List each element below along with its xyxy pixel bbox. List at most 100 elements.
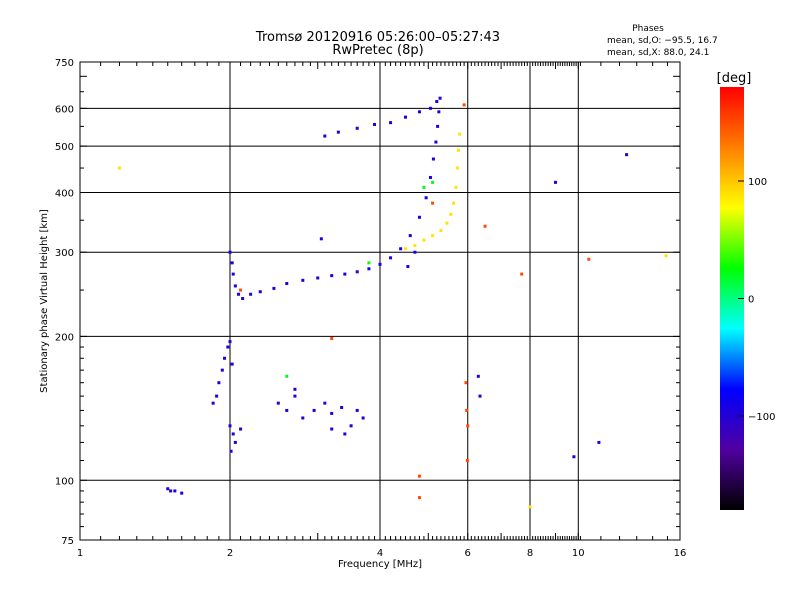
data-point <box>217 381 221 385</box>
data-point <box>457 148 461 152</box>
data-point <box>355 126 359 130</box>
data-point <box>228 250 232 254</box>
y-axis-label: Stationary phase Virtual Height [km] <box>39 209 50 393</box>
colorbar-tick-label: 100 <box>748 177 767 188</box>
data-point <box>458 132 462 136</box>
data-point <box>439 229 443 233</box>
colorbar-tick-label: 0 <box>748 295 754 306</box>
colorbar-tick-label: −100 <box>748 412 775 423</box>
chart-title: Tromsø 20120916 05:26:00–05:27:43 <box>255 30 500 45</box>
data-point <box>233 440 237 444</box>
y-tick-label: 750 <box>55 58 74 69</box>
data-point <box>422 238 426 242</box>
y-tick-label: 200 <box>55 332 74 343</box>
data-point <box>464 381 468 385</box>
x-tick-label: 4 <box>377 548 383 559</box>
data-point <box>228 424 232 428</box>
phase-stats: Phases mean, sd,O: −95.5, 16.7 mean, sd,… <box>607 24 718 58</box>
data-point <box>431 157 435 161</box>
data-point <box>349 424 353 428</box>
data-point <box>417 110 421 114</box>
data-point <box>478 394 482 398</box>
x-tick-labels: 1 2 4 6 8 10 16 <box>77 548 687 559</box>
data-point <box>173 489 177 493</box>
data-point <box>323 401 327 405</box>
x-tick-label: 6 <box>465 548 471 559</box>
data-point <box>403 115 407 119</box>
chart-subtitle: RwPretec (8p) <box>332 43 423 58</box>
data-point <box>449 212 453 216</box>
data-point <box>166 487 170 491</box>
data-point <box>226 345 230 349</box>
data-point <box>466 424 470 428</box>
data-point <box>367 267 371 271</box>
data-point <box>389 121 393 125</box>
data-point <box>428 106 432 110</box>
stats-heading: Phases <box>632 24 664 34</box>
data-point <box>417 474 421 478</box>
data-point <box>417 496 421 500</box>
stats-o-mode: mean, sd,O: −95.5, 16.7 <box>607 36 718 46</box>
data-point <box>249 292 253 296</box>
data-point <box>293 387 297 391</box>
data-point <box>233 284 237 288</box>
data-point <box>431 234 435 238</box>
data-point <box>587 257 591 261</box>
x-tick-label: 16 <box>674 548 687 559</box>
data-point <box>373 123 377 127</box>
colorbar: [deg] 100 0 −100 <box>717 71 775 510</box>
data-points <box>117 96 668 509</box>
data-point <box>413 250 417 254</box>
data-point <box>428 175 432 179</box>
data-point <box>230 261 234 265</box>
data-point <box>220 368 224 372</box>
data-point <box>319 237 323 241</box>
x-axis-label: Frequency [MHz] <box>338 559 422 570</box>
data-point <box>361 416 365 420</box>
data-point <box>465 408 469 412</box>
data-point <box>483 224 487 228</box>
data-point <box>330 336 334 340</box>
data-point <box>330 274 334 278</box>
data-point <box>422 185 426 189</box>
data-point <box>258 290 262 294</box>
data-point <box>452 201 456 205</box>
y-tick-label: 400 <box>55 188 74 199</box>
data-point <box>343 432 347 436</box>
data-point <box>285 374 289 378</box>
x-tick-label: 2 <box>227 548 233 559</box>
data-point <box>454 185 458 189</box>
data-point <box>355 270 359 274</box>
data-point <box>180 491 184 495</box>
y-tick-label: 600 <box>55 104 74 115</box>
y-tick-label: 300 <box>55 248 74 259</box>
data-point <box>241 297 245 301</box>
data-point <box>476 374 480 378</box>
y-tick-label: 75 <box>61 536 74 547</box>
data-point <box>417 215 421 219</box>
y-tick-label: 100 <box>55 476 74 487</box>
stats-x-mode: mean, sd,X: 88.0, 24.1 <box>607 48 709 58</box>
data-point <box>228 340 232 344</box>
data-point <box>330 411 334 415</box>
data-point <box>215 394 219 398</box>
data-point <box>367 261 371 265</box>
data-point <box>625 153 629 157</box>
data-point <box>553 180 557 184</box>
data-point <box>403 247 407 251</box>
x-tick-label: 1 <box>77 548 83 559</box>
data-point <box>424 196 428 200</box>
data-point <box>408 234 412 238</box>
y-tick-label: 500 <box>55 142 74 153</box>
data-point <box>117 166 121 170</box>
data-point <box>211 401 215 405</box>
data-point <box>597 440 601 444</box>
data-point <box>520 272 524 276</box>
title-group: Tromsø 20120916 05:26:00–05:27:43 RwPret… <box>255 30 500 58</box>
data-point <box>438 96 442 100</box>
data-point <box>229 449 233 453</box>
data-point <box>413 243 417 247</box>
data-point <box>431 201 435 205</box>
data-point <box>223 356 227 360</box>
